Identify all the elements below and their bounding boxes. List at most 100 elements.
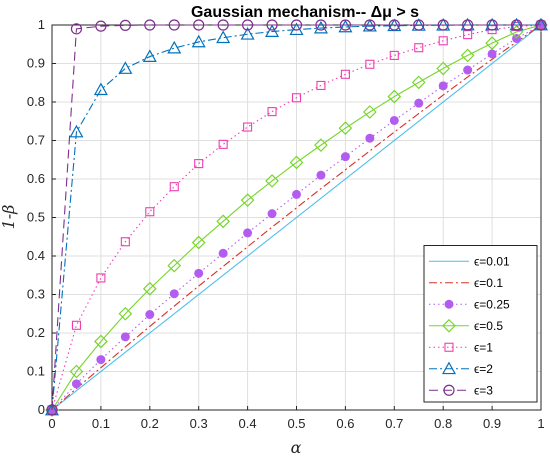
data-point [340,69,350,79]
series [44,17,549,417]
y-tick-label: 1 [38,17,45,32]
data-point [216,30,231,44]
data-point [463,65,473,75]
data-point [118,61,133,74]
legend-label: ϵ=3 [474,383,493,397]
x-tick-label: 1 [537,416,544,431]
data-point [363,105,377,119]
data-point [438,36,448,46]
data-point [436,61,451,76]
data-point [194,268,204,278]
data-point [290,19,303,31]
data-point [169,289,179,299]
series-3 [47,20,546,415]
y-tick-label: 0.6 [27,171,45,186]
data-point [411,75,426,90]
data-point [96,273,106,283]
data-point [340,152,350,162]
data-point [510,19,523,31]
data-point [364,19,376,31]
data-point [120,237,130,247]
series-line [51,24,542,411]
data-point [267,107,277,117]
data-point [314,138,328,152]
data-point [145,207,155,217]
chart-title: Gaussian mechanism-- Δμ > s [191,4,419,21]
data-point [95,20,107,32]
data-point [265,24,280,37]
data-point [387,89,402,104]
data-point [316,170,326,180]
y-tick-label: 0.4 [27,248,45,263]
series-1 [51,24,542,411]
data-point [487,49,497,59]
data-point [315,19,327,31]
data-point [413,19,425,31]
legend-marker [444,342,454,352]
data-point [167,258,182,273]
x-tick-label: 0.4 [239,416,257,431]
legend-item: ϵ=0.25 [429,297,510,311]
legend-label: ϵ=0.25 [474,297,510,311]
legend-label: ϵ=0.5 [474,319,503,333]
data-point [535,19,547,31]
legend-marker [444,299,454,309]
x-tick-label: 0.3 [190,416,208,431]
data-point [437,19,449,31]
data-point [118,306,133,321]
data-point [93,82,108,96]
data-point [292,189,301,199]
data-point [365,59,375,69]
y-tick-label: 0 [38,402,45,417]
data-point [217,19,229,31]
data-point [339,19,351,31]
legend-label: ϵ=1 [474,340,493,354]
y-tick-label: 0.1 [27,364,45,379]
data-point [265,174,279,188]
data-point [240,193,255,208]
x-tick-label: 0.8 [434,416,452,431]
data-point [120,332,130,342]
data-point [362,18,377,32]
x-tick-label: 0.5 [287,416,305,431]
data-point [414,43,424,53]
data-point [94,334,108,349]
legend-box [423,245,538,403]
data-point [142,49,157,62]
legend-item: ϵ=0.1 [429,276,503,290]
legend-marker [441,361,457,375]
data-point [291,93,302,103]
data-point [142,281,157,296]
series-line [51,24,541,411]
data-point [243,122,253,132]
data-point [414,98,424,108]
data-point [218,248,228,258]
y-tick-label: 0.9 [27,56,45,71]
data-point [218,139,228,149]
data-point [463,30,473,40]
x-tick-label: 0 [48,416,55,431]
data-point [338,121,353,136]
data-point [119,19,131,31]
data-point [69,124,84,138]
data-point [71,379,81,389]
data-point [169,182,179,192]
data-point [266,19,278,31]
series-2 [51,24,542,411]
data-point [46,404,58,416]
legend-item: ϵ=0.01 [429,254,510,268]
data-point [216,214,230,229]
y-tick-label: 0.7 [27,133,45,148]
data-point [316,80,326,90]
data-point [96,355,106,365]
data-point [243,228,253,238]
y-tick-label: 0.8 [27,94,45,109]
x-tick-label: 0.9 [483,416,501,431]
x-tick-label: 0.6 [336,416,354,431]
series-line [51,24,542,411]
data-point [338,19,353,33]
data-point [242,19,254,31]
series-line [51,24,541,411]
